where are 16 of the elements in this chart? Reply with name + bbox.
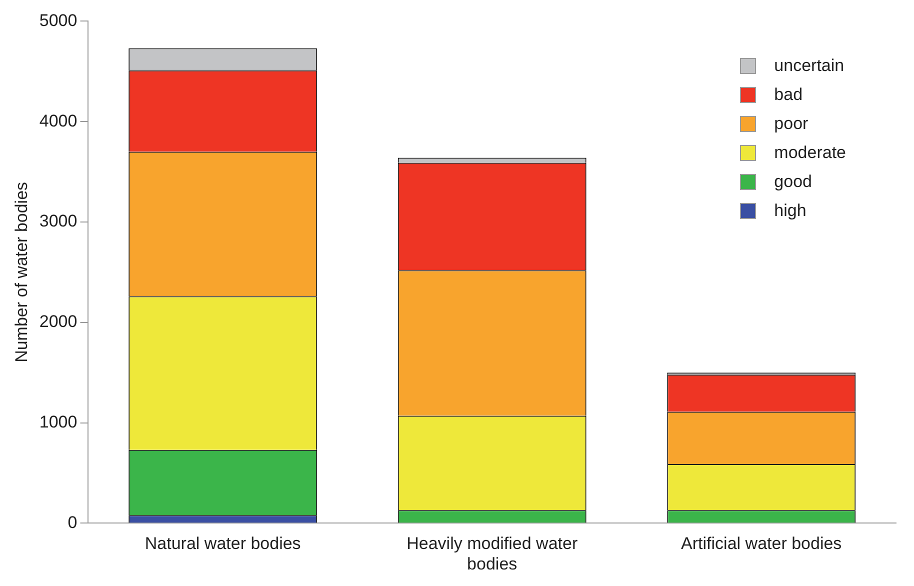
y-tick-label: 5000 xyxy=(39,10,78,30)
y-tick-label: 0 xyxy=(68,512,78,532)
y-tick-label: 4000 xyxy=(39,111,78,130)
y-axis-title: Number of water bodies xyxy=(12,182,31,362)
legend-label: good xyxy=(774,172,812,192)
legend-label: moderate xyxy=(774,143,846,163)
x-tick-label: Artificial water bodies xyxy=(681,534,842,554)
legend-label: bad xyxy=(774,85,803,105)
x-tick-label: Natural water bodies xyxy=(144,534,301,554)
legend-label: uncertain xyxy=(774,56,844,76)
y-tick-label: 3000 xyxy=(39,212,78,231)
y-tick-label: 2000 xyxy=(39,312,78,332)
x-tick-label: Heavily modified water bodies xyxy=(406,534,578,574)
y-tick-label: 1000 xyxy=(39,412,78,432)
legend-label: poor xyxy=(774,114,808,134)
legend-label: high xyxy=(774,201,806,221)
